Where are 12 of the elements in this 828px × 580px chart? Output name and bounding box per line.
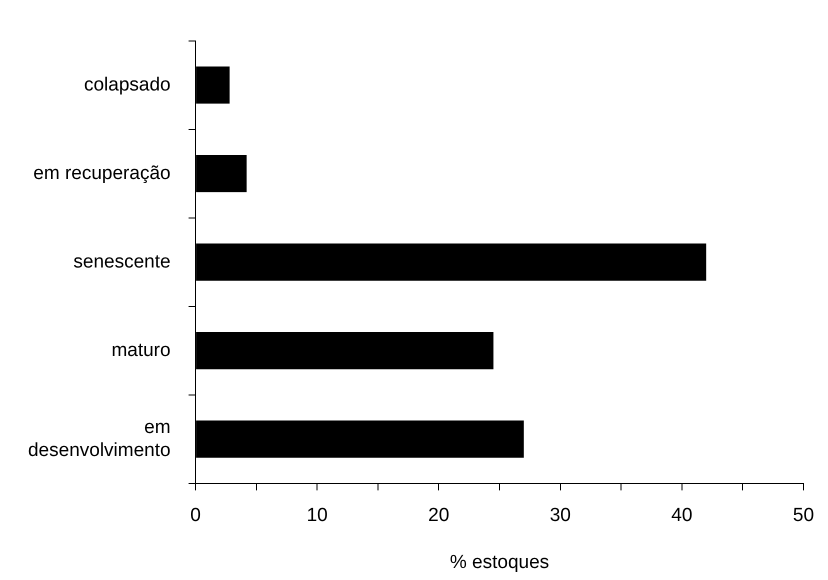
x-tick-label: 30 [550, 505, 571, 526]
x-tick-label: 50 [792, 505, 814, 526]
y-tick-label: em desenvolvimento [28, 416, 171, 461]
y-tick-label: senescente [73, 251, 171, 272]
x-tick-label: 0 [190, 505, 201, 526]
y-tick-label: colapsado [84, 74, 171, 96]
x-tick-label: 10 [306, 505, 328, 526]
x-tick-label: 20 [428, 505, 450, 526]
x-tick-label: 40 [671, 505, 692, 526]
y-tick-label: maturo [111, 340, 171, 361]
y-tick-label: em recuperação [33, 162, 171, 184]
x-axis-title: % estoques [450, 552, 550, 573]
